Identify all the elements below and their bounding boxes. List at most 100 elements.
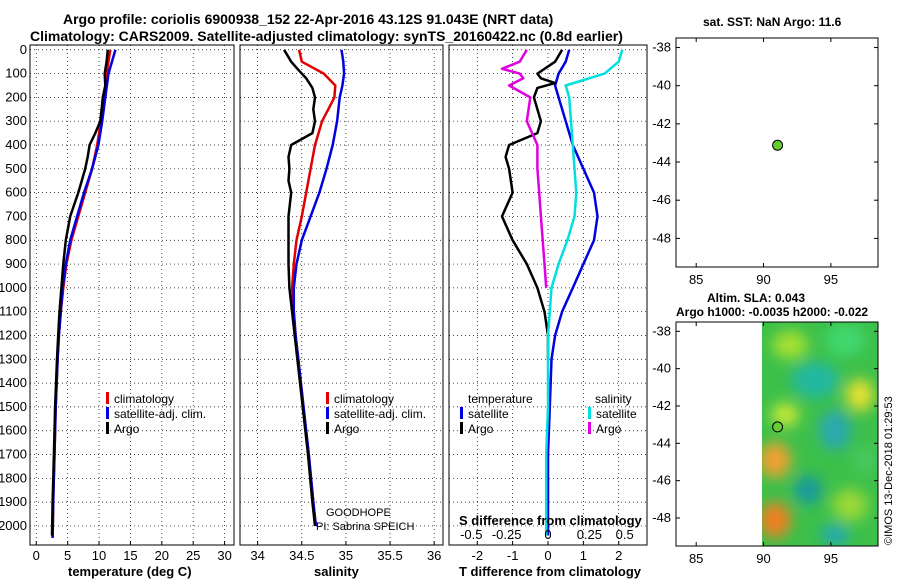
sal-legend-label-argo: Argo xyxy=(334,422,360,436)
x-tick-label: 5 xyxy=(64,548,71,563)
x-tick-label: -2 xyxy=(472,548,484,563)
series-line-salinity-argo xyxy=(500,49,548,288)
y-tick-label: 200 xyxy=(5,89,27,104)
sst-map-points xyxy=(772,139,784,151)
map-y-tick-label: -44 xyxy=(652,154,671,169)
sla-map-points xyxy=(772,421,784,433)
y-tick-label: 1500 xyxy=(0,399,27,414)
difference-tick-labels: -2 -1 0 1 2 xyxy=(472,548,623,563)
x-tick-label: 34.5 xyxy=(289,548,314,563)
s-diff-tick-label: 0 xyxy=(544,527,551,542)
salinity-xlabel: salinity xyxy=(314,564,360,579)
temperature-axes-frame xyxy=(29,44,235,546)
diff-legend-label-t-sat: satellite xyxy=(468,407,509,421)
y-tick-label: 1600 xyxy=(0,423,27,438)
y-tick-label: 1700 xyxy=(0,447,27,462)
legend-swatch-argo xyxy=(106,422,109,434)
x-tick-label: 1 xyxy=(580,548,587,563)
y-tick-label: 1400 xyxy=(0,375,27,390)
diff-legend-label-s-sat: satellite xyxy=(596,407,637,421)
y-tick-label: 600 xyxy=(5,185,27,200)
series-line-argo xyxy=(283,49,317,527)
x-tick-label: 15 xyxy=(123,548,137,563)
x-tick-label: -1 xyxy=(507,548,519,563)
map-y-tick-label: -46 xyxy=(652,473,671,488)
diff-legend-swatch-s-argo xyxy=(588,422,591,434)
series-line-temperature-satellite xyxy=(546,49,599,536)
series-line-argo xyxy=(50,49,110,536)
map-y-tick-label: -38 xyxy=(652,40,671,55)
imos-credit: ©IMOS 13-Dec-2018 01:29:53 xyxy=(883,396,895,545)
x-tick-label: 30 xyxy=(217,548,231,563)
map-x-tick-label: 95 xyxy=(824,551,838,566)
s-diff-tick-label: 0.25 xyxy=(577,527,602,542)
legend-swatch-climatology xyxy=(106,392,109,404)
y-tick-label: 0 xyxy=(20,42,27,57)
sla-heatmap xyxy=(762,322,878,546)
salinity-diff-tick-labels: -0.5 -0.25 0 0.25 0.5 xyxy=(460,527,634,542)
difference-panel: -2 -1 0 1 2 T difference from climatology S … xyxy=(448,44,648,579)
map-y-tick-label: -40 xyxy=(652,361,671,376)
plot-title-line1: Argo profile: coriolis 6900938_152 22-Ap… xyxy=(63,11,554,27)
salinity-grid xyxy=(240,45,443,545)
map-y-tick-label: -46 xyxy=(652,192,671,207)
sla-blob xyxy=(832,489,868,521)
s-diff-tick-label: -0.5 xyxy=(460,527,482,542)
y-tick-label: 1800 xyxy=(0,470,27,485)
legend-title-temperature: temperature xyxy=(468,392,533,406)
diff-legend-label-s-argo: Argo xyxy=(596,422,622,436)
map-x-tick-label: 85 xyxy=(689,272,703,287)
y-tick-label: 400 xyxy=(5,137,27,152)
map-y-tick-label: -38 xyxy=(652,323,671,338)
sal-legend-swatch-climatology xyxy=(326,392,329,404)
map-y-tick-label: -42 xyxy=(652,398,671,413)
x-tick-label: 25 xyxy=(186,548,200,563)
sal-legend-label-satellite: satellite-adj. clim. xyxy=(334,407,426,421)
legend-label-climatology: climatology xyxy=(114,392,174,406)
y-tick-label: 900 xyxy=(5,256,27,271)
sla-map-ticks: 85 90 95 -38 -40 -42 -44 -46 -48 xyxy=(652,322,878,566)
y-tick-label: 1100 xyxy=(0,304,27,319)
series-line-salinity-satellite xyxy=(544,49,624,536)
x-tick-label: 36 xyxy=(427,548,441,563)
argo-float-marker xyxy=(772,139,784,151)
sla-blob xyxy=(819,410,851,450)
sst-map-panel: 85 90 95 -38 -40 -42 -44 -46 -48 xyxy=(652,37,879,287)
x-tick-label: 20 xyxy=(155,548,169,563)
y-tick-label: 300 xyxy=(5,113,27,128)
y-tick-label: 100 xyxy=(5,66,27,81)
sst-map-title: sat. SST: NaN Argo: 11.6 xyxy=(703,15,842,29)
sla-map-panel: 85 90 95 -38 -40 -42 -44 -46 -48 ©IMOS 13-Dec-20… xyxy=(652,321,895,566)
sla-blob xyxy=(791,362,839,398)
map-x-tick-label: 95 xyxy=(824,272,838,287)
salinity-axes-frame xyxy=(239,44,444,546)
y-tick-label: 1900 xyxy=(0,494,27,509)
temperature-panel: 0100200300400500600700800900100011001200… xyxy=(0,42,235,579)
x-tick-label: 35 xyxy=(339,548,353,563)
sst-map-ticks: 85 90 95 -38 -40 -42 -44 -46 -48 xyxy=(652,38,878,287)
difference-legend: temperature satellite Argo salinity sate… xyxy=(460,392,637,436)
salinity-lines xyxy=(283,49,346,527)
s-diff-tick-label: 0.5 xyxy=(616,527,634,542)
sla-blob xyxy=(762,442,791,478)
sla-map-border xyxy=(675,321,879,547)
series-line-temperature-argo xyxy=(500,49,564,360)
depth-tick-labels: 0 100 200 300 400 500 600 700 800 900 1000 1100 1200… xyxy=(0,42,27,533)
x-tick-label: 0 xyxy=(544,548,551,563)
diff-legend-swatch-t-argo xyxy=(460,422,463,434)
legend-title-salinity: salinity xyxy=(595,392,632,406)
sla-blob xyxy=(846,379,874,411)
temperature-grid xyxy=(30,45,234,545)
sla-blob xyxy=(821,525,849,545)
y-tick-label: 1300 xyxy=(0,351,27,366)
argo-float-marker xyxy=(772,421,784,433)
x-tick-label: 0 xyxy=(33,548,40,563)
sla-field-blobs xyxy=(762,324,877,545)
sla-blob xyxy=(762,502,791,538)
s-diff-tick-label: -0.25 xyxy=(492,527,522,542)
temperature-tick-labels: 0 5 10 15 20 25 30 xyxy=(33,548,232,563)
sal-legend-label-climatology: climatology xyxy=(334,392,394,406)
y-tick-label: 1200 xyxy=(0,327,27,342)
x-tick-label: 34 xyxy=(250,548,264,563)
sla-blob xyxy=(825,324,865,356)
